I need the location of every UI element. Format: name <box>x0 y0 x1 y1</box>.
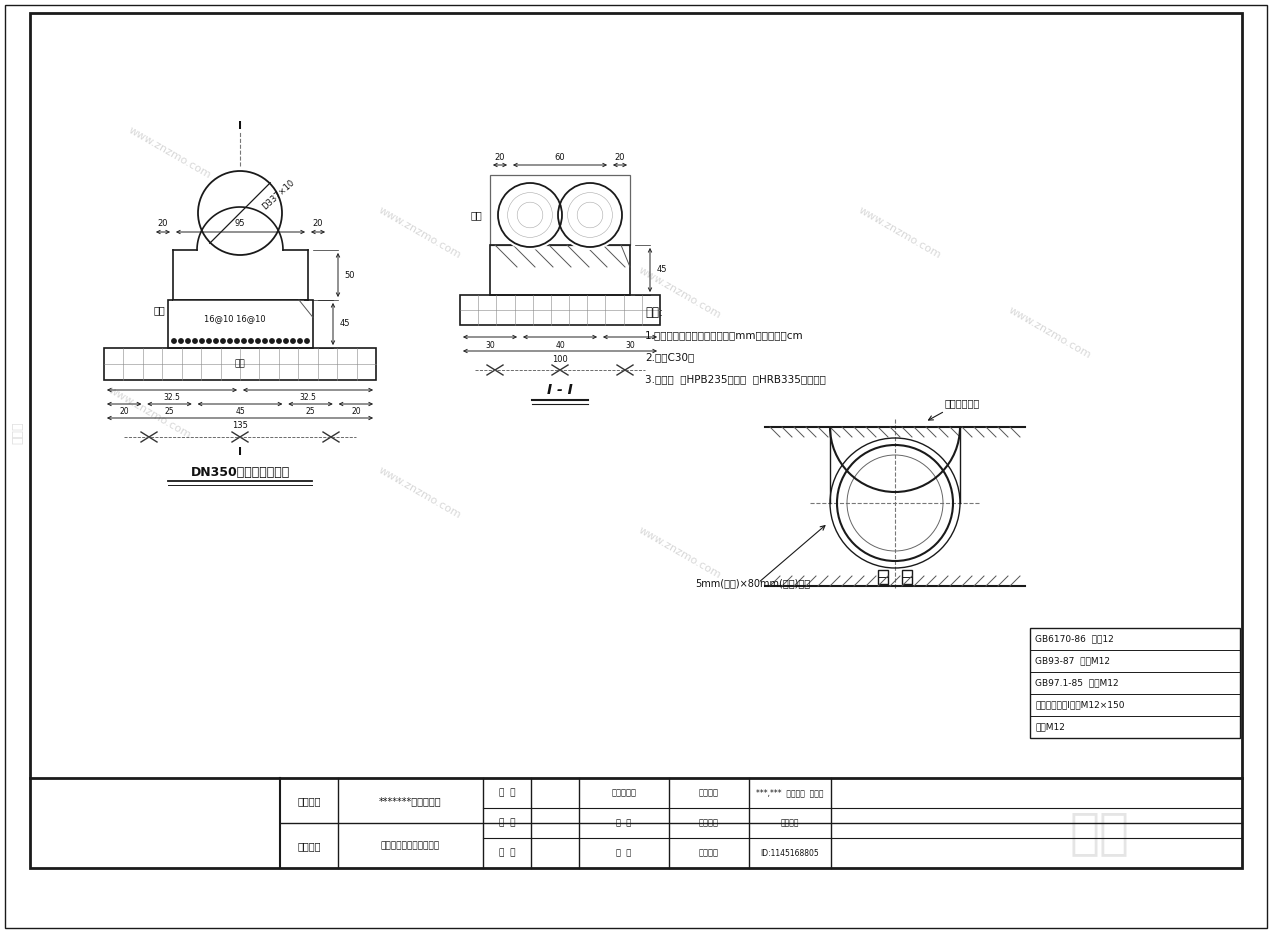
Text: GB97.1-85  垫圈M12: GB97.1-85 垫圈M12 <box>1035 678 1118 688</box>
Text: 32.5: 32.5 <box>164 394 181 402</box>
Text: www.znzmo.com: www.znzmo.com <box>637 265 722 321</box>
Text: 30: 30 <box>625 341 635 350</box>
Text: www.znzmo.com: www.znzmo.com <box>377 466 463 521</box>
Text: www.znzmo.com: www.znzmo.com <box>637 525 722 580</box>
Text: 50: 50 <box>345 271 355 280</box>
Text: 3.钢筋：  为HPB235钢筋，  为HRB335级钢筋；: 3.钢筋： 为HPB235钢筋， 为HRB335级钢筋； <box>645 374 826 384</box>
Text: 说明:: 说明: <box>645 307 663 319</box>
Circle shape <box>200 339 205 343</box>
Text: 图纸内容: 图纸内容 <box>298 841 321 851</box>
Circle shape <box>242 339 247 343</box>
Bar <box>490 245 630 295</box>
Text: *******给排水工程: *******给排水工程 <box>379 796 441 806</box>
Circle shape <box>235 339 239 343</box>
Text: 知末网: 知末网 <box>11 422 24 444</box>
Text: 设计编号: 设计编号 <box>700 818 719 828</box>
Text: www.znzmo.com: www.znzmo.com <box>127 125 212 181</box>
Text: DN350管道支座结构图: DN350管道支座结构图 <box>191 466 290 479</box>
Text: 校  核: 校 核 <box>617 818 632 828</box>
Circle shape <box>228 339 233 343</box>
Text: 30: 30 <box>485 341 495 350</box>
Text: I: I <box>238 447 242 457</box>
Circle shape <box>298 339 303 343</box>
Text: 20: 20 <box>120 408 128 416</box>
Text: 支墩: 支墩 <box>153 305 165 315</box>
Text: 知末: 知末 <box>1070 809 1130 857</box>
Text: www.znzmo.com: www.znzmo.com <box>377 205 463 260</box>
Circle shape <box>179 339 183 343</box>
Text: 45: 45 <box>340 319 350 328</box>
Text: 20: 20 <box>313 219 323 229</box>
Text: 钢管架桩过河支座结构图: 钢管架桩过河支座结构图 <box>380 842 440 851</box>
Circle shape <box>495 180 565 250</box>
Text: ID:1145168805: ID:1145168805 <box>761 848 819 857</box>
Circle shape <box>284 339 289 343</box>
Text: 40: 40 <box>555 341 565 350</box>
Text: ***,***  设计顾凌  施工图: ***,*** 设计顾凌 施工图 <box>757 788 824 798</box>
Text: 图纸编号: 图纸编号 <box>700 848 719 857</box>
Text: GB93-87  垫圈M12: GB93-87 垫圈M12 <box>1035 657 1110 665</box>
Text: 审  定: 审 定 <box>499 818 515 828</box>
Text: 16@10 16@10: 16@10 16@10 <box>205 314 266 324</box>
Text: www.znzmo.com: www.znzmo.com <box>1007 305 1093 361</box>
Text: 设  计: 设 计 <box>617 848 632 857</box>
Circle shape <box>214 339 219 343</box>
Text: 135: 135 <box>232 422 248 430</box>
Bar <box>104 348 377 380</box>
Text: 20: 20 <box>614 152 626 161</box>
Text: 95: 95 <box>235 219 245 229</box>
Text: 设计证号: 设计证号 <box>700 788 719 798</box>
Text: 预埋弧形钢板: 预埋弧形钢板 <box>945 398 981 408</box>
Circle shape <box>555 180 625 250</box>
Circle shape <box>186 339 191 343</box>
Circle shape <box>277 339 281 343</box>
Text: 支墩: 支墩 <box>471 210 482 220</box>
Text: 项目负责人: 项目负责人 <box>612 788 636 798</box>
Text: 45: 45 <box>656 266 668 274</box>
Text: 工程编号: 工程编号 <box>781 818 799 828</box>
Text: 100: 100 <box>552 355 567 364</box>
Text: 32.5: 32.5 <box>300 394 317 402</box>
Text: 支墩: 支墩 <box>234 359 245 369</box>
Bar <box>460 295 660 325</box>
Text: 25: 25 <box>164 408 174 416</box>
Text: D337×10: D337×10 <box>259 178 296 212</box>
Circle shape <box>270 339 275 343</box>
Circle shape <box>249 339 253 343</box>
Text: 20: 20 <box>495 152 505 161</box>
Text: 60: 60 <box>555 152 565 161</box>
Text: 批  准: 批 准 <box>499 788 515 798</box>
Text: 钢膨胀螺栓（I型）M12×150: 钢膨胀螺栓（I型）M12×150 <box>1035 701 1124 709</box>
Text: 1.本图尺寸单位均除钢筋直径为mm外，余均为cm: 1.本图尺寸单位均除钢筋直径为mm外，余均为cm <box>645 330 804 340</box>
Text: 20: 20 <box>158 219 168 229</box>
Bar <box>878 570 888 584</box>
Text: 工程名称: 工程名称 <box>298 796 321 806</box>
Text: I - I: I - I <box>547 383 572 397</box>
Circle shape <box>305 339 309 343</box>
Text: 45: 45 <box>235 408 245 416</box>
Text: 25: 25 <box>305 408 315 416</box>
Text: www.znzmo.com: www.znzmo.com <box>857 205 943 260</box>
Text: 5mm(厚度)×80mm(宽度)钢带: 5mm(厚度)×80mm(宽度)钢带 <box>695 578 810 588</box>
Text: 20: 20 <box>351 408 361 416</box>
Bar <box>1030 628 1240 738</box>
Text: 2.砼：C30；: 2.砼：C30； <box>645 352 695 362</box>
Bar <box>902 570 912 584</box>
Circle shape <box>263 339 267 343</box>
Circle shape <box>256 339 261 343</box>
Circle shape <box>193 339 197 343</box>
Text: 膨胀M12: 膨胀M12 <box>1035 722 1065 731</box>
Circle shape <box>221 339 225 343</box>
Circle shape <box>207 339 211 343</box>
Text: www.znzmo.com: www.znzmo.com <box>107 385 193 440</box>
Circle shape <box>291 339 295 343</box>
Text: GB6170-86  螺母12: GB6170-86 螺母12 <box>1035 634 1114 644</box>
Bar <box>490 175 630 245</box>
Bar <box>168 300 313 348</box>
Text: I: I <box>238 121 242 131</box>
Text: 审  核: 审 核 <box>499 848 515 857</box>
Circle shape <box>172 339 177 343</box>
